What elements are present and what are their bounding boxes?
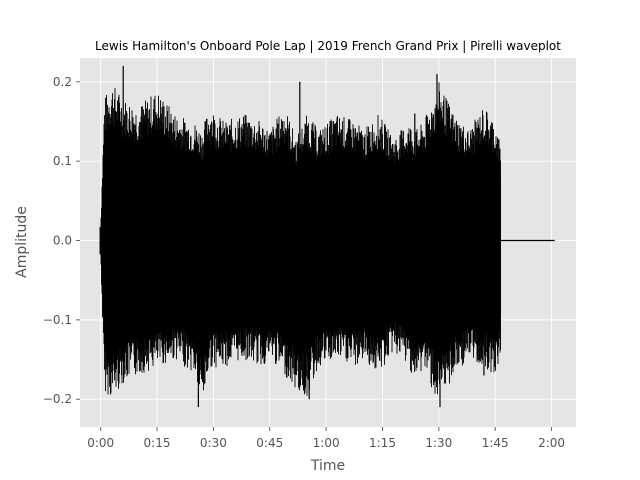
waveform-core <box>100 142 501 344</box>
y-tick-label: 0.2 <box>53 75 72 89</box>
y-axis-label: Amplitude <box>14 206 30 278</box>
y-tick-label: −0.1 <box>43 313 72 327</box>
y-tick-label: −0.2 <box>43 392 72 406</box>
x-tick-label: 0:00 <box>87 436 114 450</box>
y-tick-label: 0.0 <box>53 234 72 248</box>
x-axis-label: Time <box>310 458 345 474</box>
x-tick-label: 1:00 <box>313 436 340 450</box>
x-tick-label: 1:30 <box>425 436 452 450</box>
x-axis-ticks: 0:00 0:15 0:30 0:45 1:00 1:15 1:30 1:45 2:00 <box>87 427 565 450</box>
chart-title: Lewis Hamilton's Onboard Pole Lap | 2019… <box>95 39 561 53</box>
x-tick-label: 0:45 <box>256 436 283 450</box>
x-tick-label: 0:30 <box>200 436 227 450</box>
x-tick-label: 0:15 <box>144 436 171 450</box>
waveform <box>99 65 555 408</box>
x-tick-label: 2:00 <box>538 436 565 450</box>
y-axis-ticks: 0.2 0.1 0.0 −0.1 −0.2 <box>43 75 80 406</box>
y-tick-label: 0.1 <box>53 154 72 168</box>
x-tick-label: 1:45 <box>482 436 509 450</box>
x-tick-label: 1:15 <box>369 436 396 450</box>
